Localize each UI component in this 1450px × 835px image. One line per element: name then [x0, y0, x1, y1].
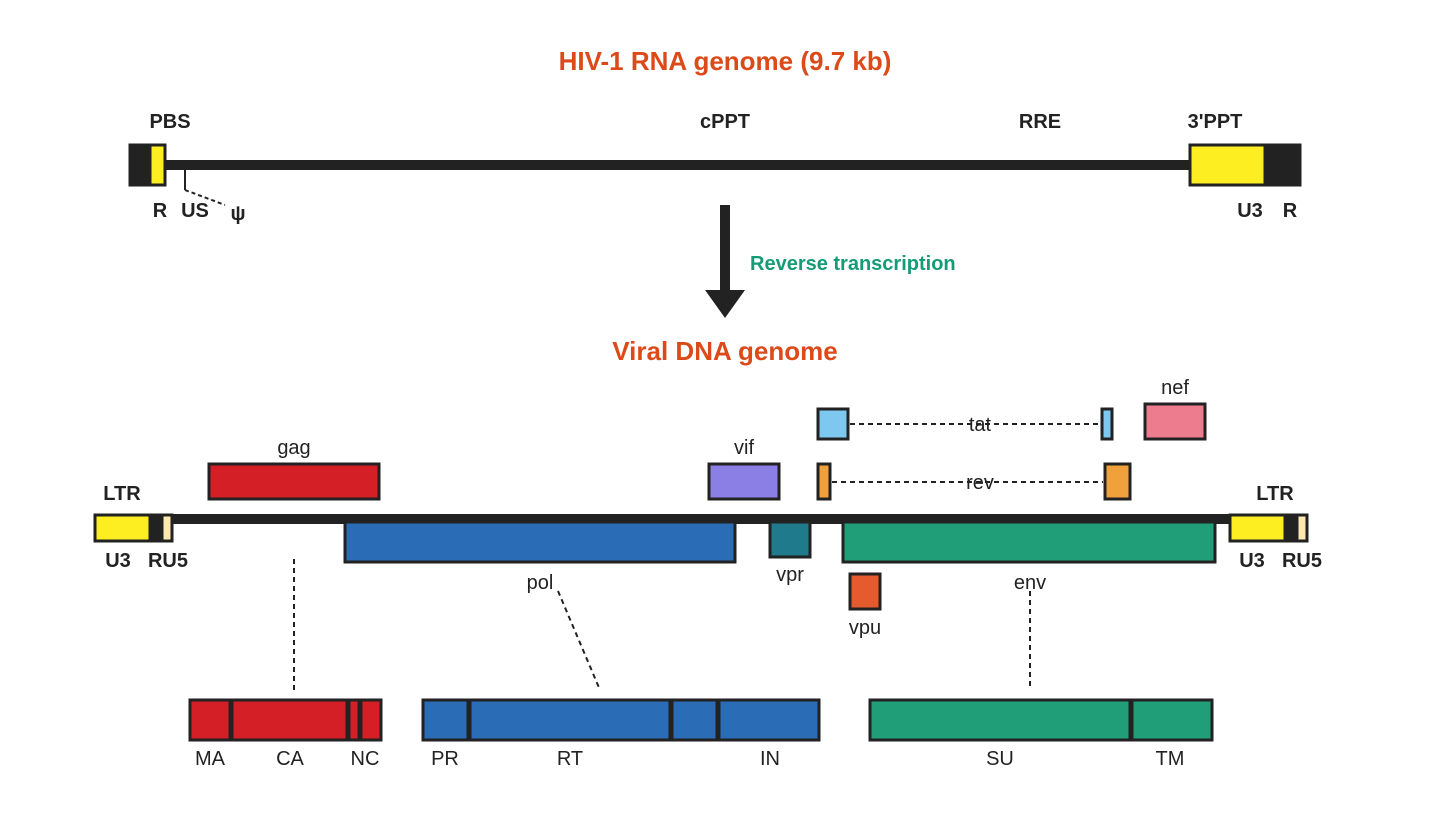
diagram-element [1230, 515, 1285, 541]
diagram-element [1265, 145, 1300, 185]
diagram-element: vpr [776, 564, 804, 586]
diagram-element: PBS [149, 111, 190, 133]
diagram-element [232, 700, 347, 740]
diagram-element [345, 522, 735, 562]
diagram-element: rev [966, 472, 994, 494]
diagram-element [209, 464, 379, 499]
diagram-element [818, 464, 830, 499]
diagram-element: U3 [1237, 200, 1263, 222]
diagram-element: RU5 [148, 550, 188, 572]
diagram-element: HIV-1 RNA genome (9.7 kb) [559, 46, 892, 76]
diagram-element: pol [527, 572, 554, 594]
diagram-element: RRE [1019, 111, 1061, 133]
diagram-element: LTR [103, 483, 141, 505]
diagram-element: RT [557, 748, 583, 770]
diagram-element: gag [277, 437, 310, 459]
diagram-element: ψ [230, 203, 245, 225]
diagram-element [423, 700, 468, 740]
diagram-element [150, 145, 165, 185]
diagram-element: vpu [849, 617, 881, 639]
diagram-element [770, 522, 810, 557]
diagram-element [1145, 404, 1205, 439]
diagram-element: PR [431, 748, 459, 770]
diagram-element: SU [986, 748, 1014, 770]
diagram-element: env [1014, 572, 1046, 594]
diagram-element: U3 [105, 550, 131, 572]
diagram-element [162, 515, 172, 541]
diagram-element: CA [276, 748, 304, 770]
diagram-element: Viral DNA genome [612, 336, 837, 366]
diagram-element [818, 409, 848, 439]
diagram-element [349, 700, 359, 740]
diagram-element [361, 700, 381, 740]
diagram-element: U3 [1239, 550, 1265, 572]
diagram-element: 3'PPT [1188, 111, 1243, 133]
diagram-element [850, 574, 880, 609]
diagram-element [130, 145, 150, 185]
diagram-element [709, 464, 779, 499]
diagram-element [1190, 145, 1265, 185]
diagram-element: cPPT [700, 111, 750, 133]
diagram-element: Reverse transcription [750, 253, 956, 275]
diagram-element [1132, 700, 1212, 740]
diagram-element [672, 700, 717, 740]
diagram-element: tat [969, 414, 992, 436]
diagram-element [190, 700, 230, 740]
diagram-element: NC [351, 748, 380, 770]
diagram-element: R [1283, 200, 1298, 222]
diagram-element [870, 700, 1130, 740]
diagram-element: nef [1161, 377, 1189, 399]
diagram-element [150, 515, 162, 541]
diagram-element [843, 522, 1215, 562]
diagram-element [1105, 464, 1130, 499]
diagram-element: RU5 [1282, 550, 1322, 572]
diagram-element: LTR [1256, 483, 1294, 505]
diagram-element: US [181, 200, 209, 222]
diagram-element: MA [195, 748, 226, 770]
diagram-element [95, 515, 150, 541]
diagram-element [719, 700, 819, 740]
diagram-element: IN [760, 748, 780, 770]
diagram-element: TM [1156, 748, 1185, 770]
rna-backbone [130, 160, 1300, 170]
diagram-element [1297, 515, 1307, 541]
diagram-element: vif [734, 437, 754, 459]
diagram-element [470, 700, 670, 740]
diagram-element [1285, 515, 1297, 541]
diagram-element [1102, 409, 1112, 439]
diagram-element: R [153, 200, 168, 222]
